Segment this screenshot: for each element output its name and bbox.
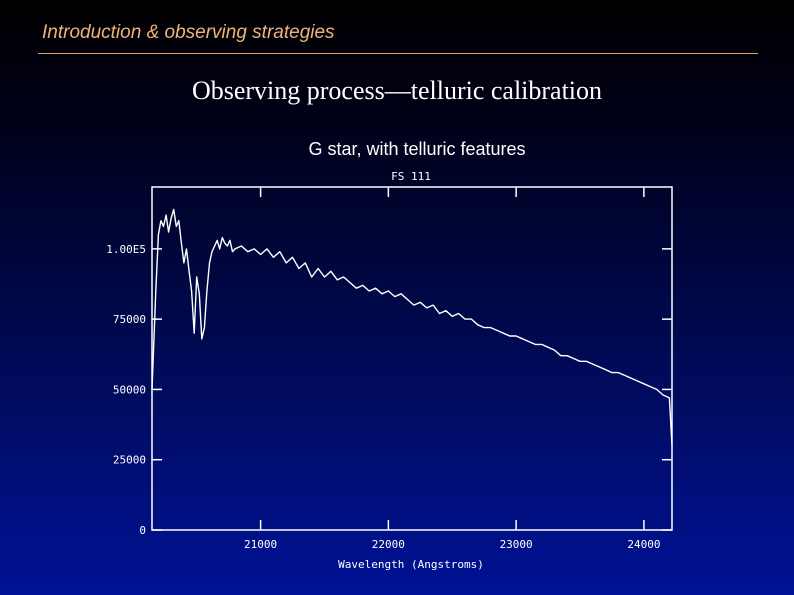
- series-group: [151, 208, 673, 446]
- figure-caption: G star, with telluric features: [308, 139, 526, 159]
- spectrum-line: [151, 208, 673, 446]
- slide-title: Observing process—telluric calibration: [191, 76, 603, 105]
- y-tick-label: 75000: [113, 313, 146, 326]
- section-title: Introduction & observing strategies: [42, 22, 335, 43]
- axis-ticks: 21000 22000 23000 24000 0 25000 50000 75000 1.00…: [106, 187, 672, 551]
- x-tick-label: 23000: [500, 538, 533, 551]
- x-tick-label: 21000: [244, 538, 277, 551]
- y-tick-label: 25000: [113, 454, 146, 467]
- x-axis-label: Wavelength (Angstroms): [338, 558, 484, 571]
- plot-frame: [151, 186, 673, 531]
- y-tick-label: 50000: [113, 383, 146, 396]
- header-rule: [38, 53, 758, 54]
- x-tick-label: 22000: [372, 538, 405, 551]
- x-tick-label: 24000: [627, 538, 660, 551]
- y-tick-label: 1.00E5: [106, 243, 146, 256]
- chart-title: FS 111: [391, 170, 431, 183]
- y-tick-label: 0: [139, 524, 146, 537]
